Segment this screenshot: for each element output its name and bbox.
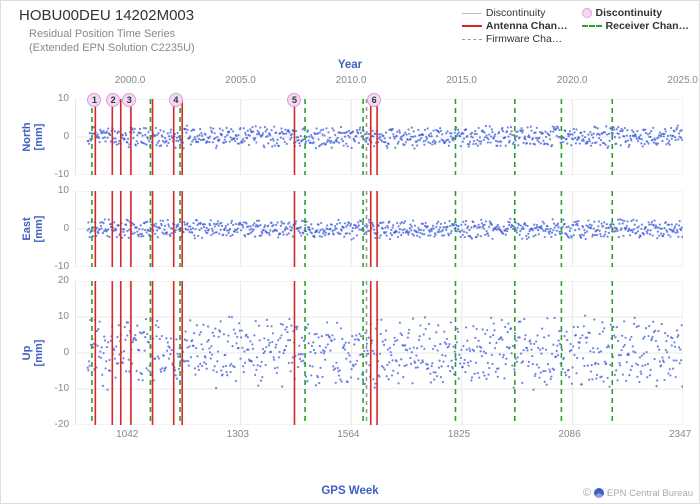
week-tick: 1042	[116, 429, 138, 440]
panel-up	[75, 281, 683, 425]
legend: Discontinuity Discontinuity Antenna Chan…	[462, 7, 689, 45]
week-tick: 1564	[337, 429, 359, 440]
panel-north	[75, 99, 683, 175]
legend-discontinuity-dot: Discontinuity	[582, 7, 689, 19]
discontinuity-marker: 6	[367, 93, 381, 107]
y-tick: -10	[55, 261, 69, 272]
week-tick: 2347	[669, 429, 691, 440]
y-tick: 0	[63, 223, 69, 234]
discontinuity-marker: 4	[169, 93, 183, 107]
y-axis-title-up: Up[mm]	[21, 318, 45, 388]
week-tick: 2086	[558, 429, 580, 440]
year-tick: 2010.0	[336, 75, 367, 86]
footer: © EPN Central Bureau	[583, 487, 693, 499]
legend-discontinuity-line: Discontinuity	[462, 7, 568, 19]
subtitle-line-2: (Extended EPN Solution C2235U)	[29, 41, 195, 55]
discontinuity-marker: 3	[122, 93, 136, 107]
year-tick: 2000.0	[115, 75, 146, 86]
legend-firmware: Firmware Cha…	[462, 33, 568, 45]
year-tick: 2015.0	[446, 75, 477, 86]
discontinuity-marker: 5	[287, 93, 301, 107]
year-tick: 2020.0	[557, 75, 588, 86]
week-tick: 1303	[227, 429, 249, 440]
legend-label: Receiver Chan…	[606, 20, 689, 32]
legend-receiver: Receiver Chan…	[582, 20, 689, 32]
chart-title: HOBU00DEU 14202M003	[19, 7, 194, 24]
y-tick: -10	[55, 169, 69, 180]
discontinuity-marker: 2	[106, 93, 120, 107]
y-tick: 0	[63, 131, 69, 142]
year-tick: 2025.0	[667, 75, 698, 86]
legend-label: Discontinuity	[486, 7, 546, 19]
chart-subtitle: Residual Position Time Series (Extended …	[29, 27, 195, 56]
y-tick: 10	[58, 185, 69, 196]
legend-label: Discontinuity	[596, 7, 663, 19]
subtitle-line-1: Residual Position Time Series	[29, 27, 195, 41]
week-tick: 1825	[448, 429, 470, 440]
year-tick: 2005.0	[225, 75, 256, 86]
y-tick: 10	[58, 311, 69, 322]
discontinuity-marker: 1	[87, 93, 101, 107]
y-tick: -20	[55, 419, 69, 430]
legend-label: Antenna Chan…	[486, 20, 568, 32]
legend-antenna: Antenna Chan…	[462, 20, 568, 32]
y-tick: 20	[58, 275, 69, 286]
footer-icon	[594, 488, 604, 498]
y-tick: -10	[55, 383, 69, 394]
y-tick: 10	[58, 93, 69, 104]
panel-east	[75, 191, 683, 267]
y-tick: 0	[63, 347, 69, 358]
legend-label: Firmware Cha…	[486, 33, 562, 45]
y-axis-title-east: East[mm]	[21, 194, 45, 264]
y-axis-title-north: North[mm]	[21, 102, 45, 172]
footer-text: EPN Central Bureau	[607, 488, 693, 499]
x-axis-top-title: Year	[1, 59, 699, 71]
